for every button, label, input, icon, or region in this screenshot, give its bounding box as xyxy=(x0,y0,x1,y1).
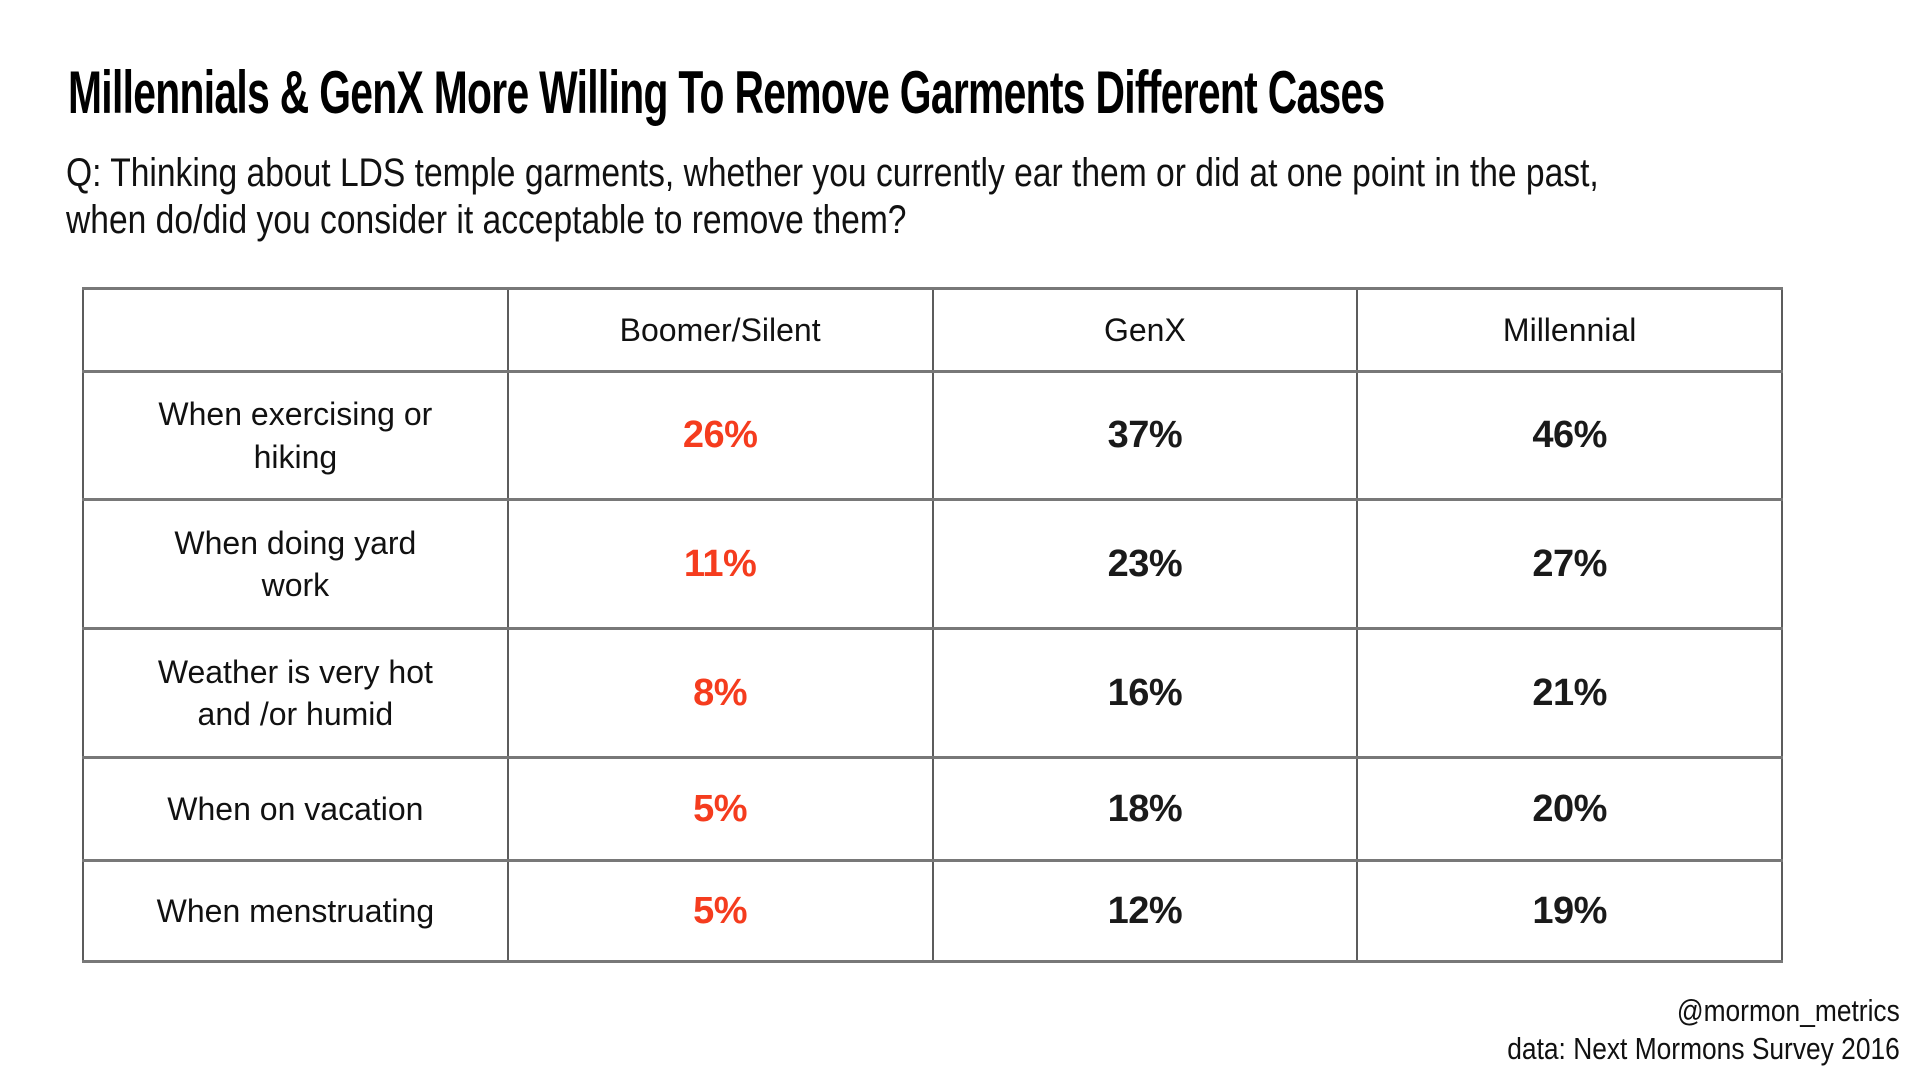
survey-question-line1: Q: Thinking about LDS temple garments, w… xyxy=(66,151,1599,195)
value-cell: 26% xyxy=(506,370,934,501)
value-cell: 8% xyxy=(506,627,934,759)
table-row: When on vacation 5% 18% 20% xyxy=(82,756,1783,862)
value-cell: 5% xyxy=(506,756,934,862)
value-cell: 11% xyxy=(506,498,934,630)
value-cell: 46% xyxy=(1356,370,1783,501)
value-cell: 19% xyxy=(1356,859,1783,963)
value-cell: 27% xyxy=(1356,498,1783,630)
value-cell: 23% xyxy=(931,498,1359,630)
value-cell: 16% xyxy=(931,627,1359,759)
twitter-handle: @mormon_metrics xyxy=(1677,993,1900,1028)
row-label: When on vacation xyxy=(82,756,509,862)
data-source: data: Next Mormons Survey 2016 xyxy=(1507,1031,1900,1066)
row-label: Weather is very hot and /or humid xyxy=(82,627,509,759)
corner-cell xyxy=(82,287,509,373)
column-header-genx: GenX xyxy=(931,287,1359,373)
column-header-boomer-silent: Boomer/Silent xyxy=(506,287,934,373)
value-cell: 5% xyxy=(506,859,934,963)
value-cell: 37% xyxy=(931,370,1359,501)
table-row: When doing yard work 11% 23% 27% xyxy=(82,498,1783,630)
survey-question: Q: Thinking about LDS temple garments, w… xyxy=(66,150,1599,244)
column-header-millennial: Millennial xyxy=(1356,287,1783,373)
generations-data-table: Boomer/Silent GenX Millennial When exercis… xyxy=(82,287,1783,963)
table-row: When exercising or hiking 26% 37% 46% xyxy=(82,370,1783,501)
row-label: When exercising or hiking xyxy=(82,370,509,501)
value-cell: 21% xyxy=(1356,627,1783,759)
table-header-row: Boomer/Silent GenX Millennial xyxy=(82,287,1783,373)
value-cell: 20% xyxy=(1356,756,1783,862)
survey-question-line2: when do/did you consider it acceptable t… xyxy=(66,198,907,242)
attribution: @mormon_metrics data: Next Mormons Surve… xyxy=(1507,992,1900,1068)
row-label: When menstruating xyxy=(82,859,509,963)
table-row: Weather is very hot and /or humid 8% 16% 21… xyxy=(82,627,1783,759)
value-cell: 12% xyxy=(931,859,1359,963)
value-cell: 18% xyxy=(931,756,1359,862)
row-label: When doing yard work xyxy=(82,498,509,630)
page-title: Millennials & GenX More Willing To Remov… xyxy=(68,59,1385,126)
table-row: When menstruating 5% 12% 19% xyxy=(82,859,1783,963)
